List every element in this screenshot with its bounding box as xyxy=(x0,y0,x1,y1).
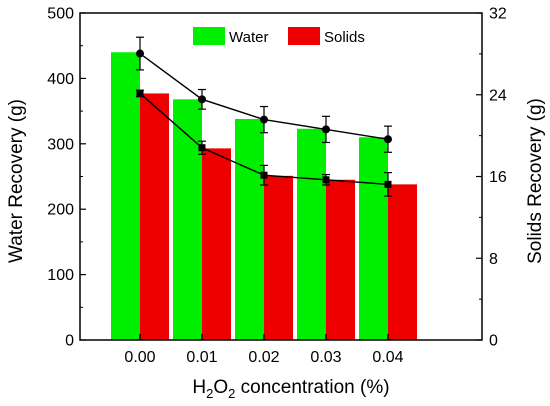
axes-layer: 0 100 200 300 400 500 0 8 16 24 32 0.00 0.01 0.02 0.03… xyxy=(47,6,507,367)
point-water xyxy=(198,95,206,104)
bar-solids xyxy=(264,175,293,340)
point-water xyxy=(384,135,392,144)
legend-swatch-water xyxy=(193,27,225,45)
y-right-tick-label: 24 xyxy=(489,87,507,104)
y-left-tick-label: 200 xyxy=(47,202,74,219)
point-solids xyxy=(136,89,144,97)
legend-label-solids: Solids xyxy=(324,29,365,46)
bar-water xyxy=(173,99,202,340)
bars-layer xyxy=(111,52,417,341)
y-right-tick-label: 16 xyxy=(489,169,507,186)
bar-water xyxy=(297,128,326,340)
x-tick-label: 0.02 xyxy=(248,349,279,366)
y-left-tick-label: 300 xyxy=(47,136,74,153)
bar-water xyxy=(111,52,140,341)
y-axis-right-title: Solids Recovery (g) xyxy=(525,98,546,264)
bar-solids xyxy=(388,184,417,340)
x-tick-label: 0.00 xyxy=(124,349,155,366)
lines-layer xyxy=(136,36,392,197)
x-tick-label: 0.04 xyxy=(372,349,403,366)
legend-label-water: Water xyxy=(229,29,268,46)
x-axis-title: H2O2 concentration (%) xyxy=(192,377,389,401)
y-right-tick-label: 32 xyxy=(489,6,507,23)
x-tick-label: 0.03 xyxy=(310,349,341,366)
point-solids xyxy=(322,176,330,184)
y-left-tick-label: 400 xyxy=(47,71,74,88)
point-water xyxy=(136,49,144,58)
x-tick-label: 0.01 xyxy=(186,349,217,366)
y-axis-left-title: Water Recovery (g) xyxy=(6,99,27,263)
y-left-tick-label: 0 xyxy=(65,333,74,350)
y-right-tick-label: 8 xyxy=(489,251,498,268)
legend: Water Solids xyxy=(193,27,365,46)
point-solids xyxy=(198,144,206,152)
y-right-tick-label: 0 xyxy=(489,333,498,350)
bar-water xyxy=(235,118,264,340)
legend-swatch-solids xyxy=(288,27,320,45)
point-water xyxy=(260,115,268,124)
y-left-tick-label: 500 xyxy=(47,6,74,23)
point-solids xyxy=(384,180,392,188)
point-water xyxy=(322,125,330,134)
bar-solids xyxy=(202,148,231,340)
y-left-tick-label: 100 xyxy=(47,267,74,284)
bar-solids xyxy=(326,179,355,340)
bar-solids xyxy=(140,93,169,340)
bar-water xyxy=(359,137,388,340)
point-solids xyxy=(260,171,268,179)
